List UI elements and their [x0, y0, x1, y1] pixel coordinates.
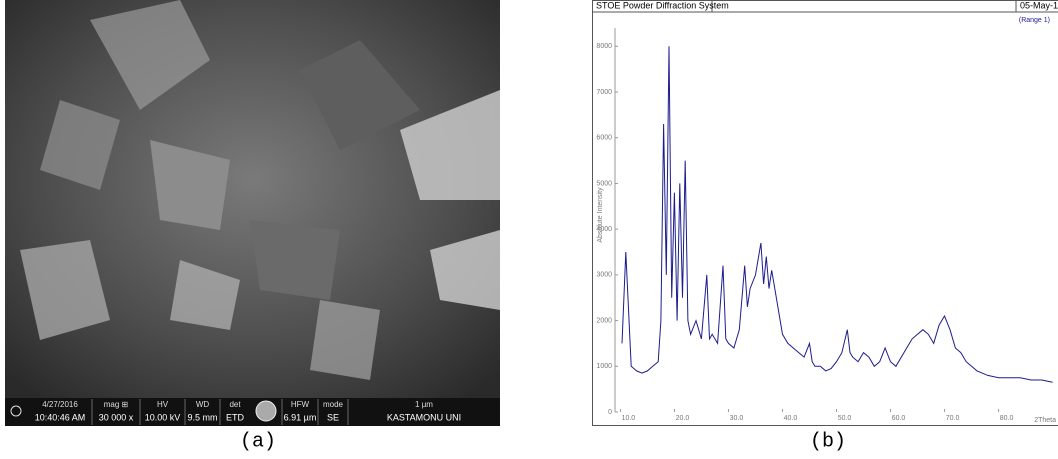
x-tick-label: 70.0	[946, 415, 960, 422]
x-tick-label: 40.0	[784, 415, 798, 422]
sem-image	[5, 0, 500, 398]
field-value: SE	[327, 412, 339, 422]
figure: 4/27/201610:40:46 AMmag ⊞30 000 xHV10.00…	[0, 0, 1058, 459]
y-tick-label: 5000	[596, 180, 612, 187]
x-tick-label: 20.0	[676, 415, 690, 422]
field-value: 10:40:46 AM	[35, 412, 86, 422]
y-tick-label: 3000	[596, 272, 612, 279]
x-tick-label: 60.0	[892, 415, 906, 422]
y-tick-label: 1000	[596, 363, 612, 370]
y-tick-label: 8000	[596, 43, 612, 50]
field-label: mag ⊞	[104, 400, 129, 409]
x-tick-label: 80.0	[1000, 415, 1014, 422]
field-label: HV	[157, 400, 169, 409]
chart-title: STOE Powder Diffraction System	[596, 0, 729, 10]
field-label: 4/27/2016	[42, 400, 78, 409]
y-tick-label: 0	[608, 409, 612, 416]
y-tick-label: 2000	[596, 317, 612, 324]
logo	[256, 401, 276, 421]
field-label: HFW	[291, 400, 310, 409]
field-label: WD	[196, 400, 210, 409]
field-value: 30 000 x	[99, 412, 134, 422]
x-tick-label: 50.0	[838, 415, 852, 422]
field-label: det	[229, 400, 241, 409]
y-axis-label: Absolute Intensity	[597, 187, 604, 243]
field-value: 10.00 kV	[145, 412, 181, 422]
caption: (a)	[240, 430, 276, 453]
field-value: 6.91 µm	[284, 412, 317, 422]
field-value: 9.5 mm	[187, 412, 217, 422]
x-axis-label: 2Theta	[1034, 417, 1056, 424]
y-tick-label: 6000	[596, 135, 612, 142]
y-tick-label: 7000	[596, 89, 612, 96]
legend-label: (Range 1)	[1019, 17, 1050, 24]
caption: (b)	[810, 430, 846, 453]
field-value: ETD	[226, 412, 245, 422]
x-tick-label: 10.0	[622, 415, 636, 422]
field-value: KASTAMONU UNI	[387, 412, 461, 422]
chart-date: 05-May-16	[1020, 0, 1058, 10]
field-label: 1 µm	[415, 400, 433, 409]
y-tick-label: 4000	[596, 226, 612, 233]
x-tick-label: 30.0	[730, 415, 744, 422]
field-label: mode	[323, 400, 344, 409]
